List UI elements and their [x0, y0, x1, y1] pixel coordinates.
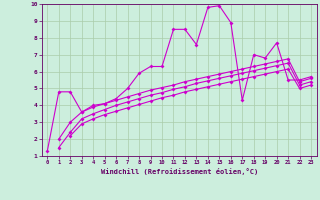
- X-axis label: Windchill (Refroidissement éolien,°C): Windchill (Refroidissement éolien,°C): [100, 168, 258, 175]
